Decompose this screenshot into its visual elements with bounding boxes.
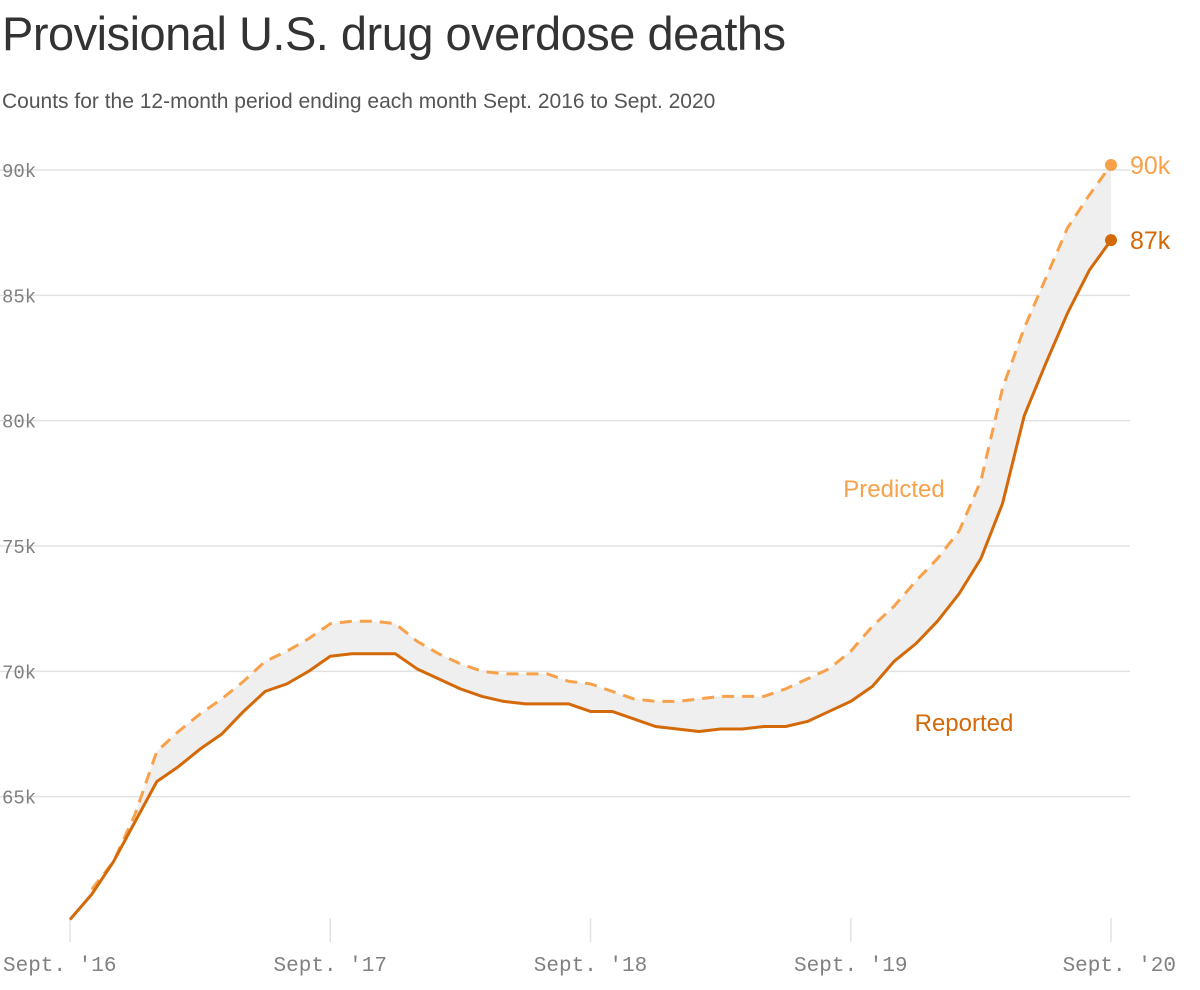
predicted-line: [90, 164, 1113, 891]
gap-band: [70, 164, 1111, 920]
x-tick-label-2: Sept. '18: [534, 955, 647, 978]
chart-subtitle: Counts for the 12-month period ending ea…: [2, 90, 716, 113]
predicted-end-point: [1105, 158, 1117, 171]
x-tick-label-1: Sept. '17: [274, 955, 387, 978]
y-tick-label-75k: 75k: [2, 537, 36, 559]
reported-line: [68, 239, 1113, 921]
y-tick-label-85k: 85k: [2, 286, 36, 308]
y-tick-label-65k: 65k: [2, 788, 36, 810]
reported-end-point: [1105, 234, 1117, 247]
x-tick-label-4: Sept. '20: [1063, 955, 1176, 978]
chart-title: Provisional U.S. drug overdose deaths: [2, 7, 786, 60]
x-tick-label-0: Sept. '16: [3, 955, 116, 978]
reported-series-label: Reported: [915, 710, 1014, 737]
x-tick-label-3: Sept. '19: [794, 955, 907, 978]
y-tick-label-70k: 70k: [2, 662, 36, 684]
predicted-end-label: 90k: [1130, 152, 1171, 180]
predicted-series-label: Predicted: [843, 476, 944, 503]
reported-end-label: 87k: [1130, 227, 1171, 255]
y-tick-label-90k: 90k: [2, 161, 36, 183]
y-tick-label-80k: 80k: [2, 412, 36, 434]
